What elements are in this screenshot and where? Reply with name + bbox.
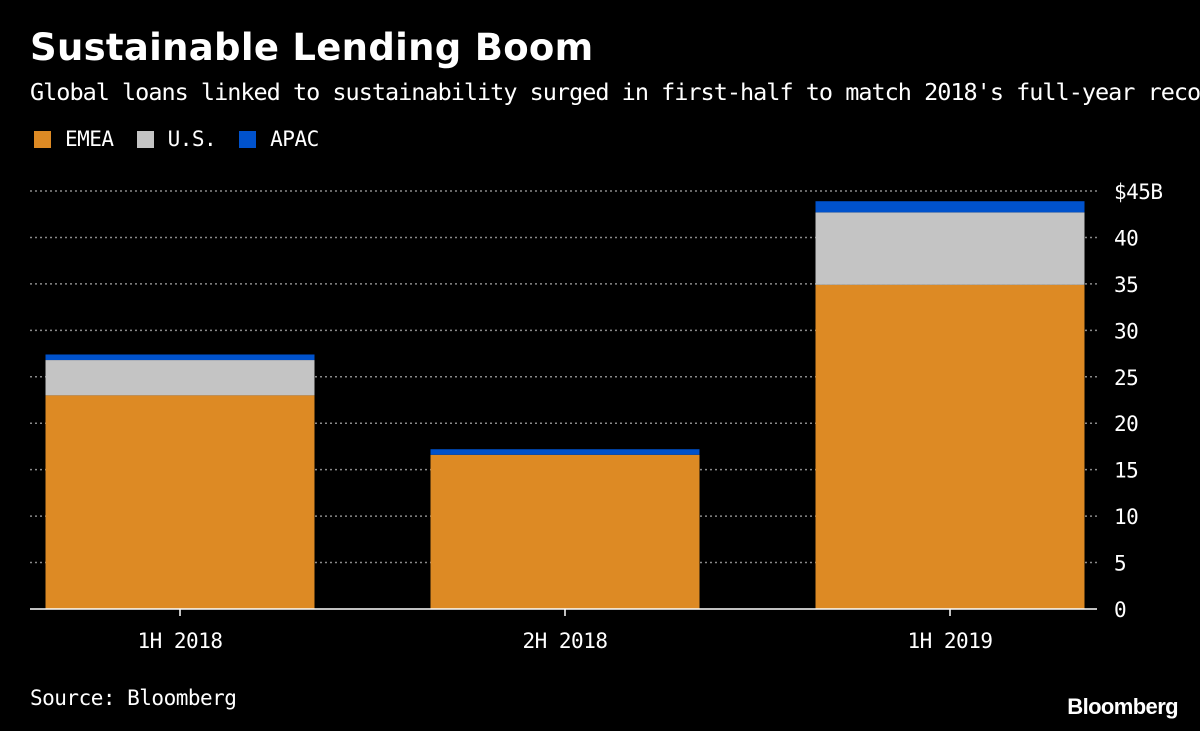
legend-label: EMEA <box>65 127 114 151</box>
legend-label: APAC <box>270 127 319 151</box>
y-tick-label: 10 <box>1114 505 1138 529</box>
bar-us-2 <box>815 212 1085 285</box>
chart-title: Sustainable Lending Boom <box>30 26 594 69</box>
legend-item-us: U.S. <box>136 127 217 151</box>
bar-us-0 <box>45 360 315 396</box>
x-tick-label: 2H 2018 <box>522 629 607 653</box>
legend-item-emea: EMEA <box>34 127 114 151</box>
legend: EMEA U.S. APAC <box>34 127 342 151</box>
y-tick-label: $45B <box>1114 180 1163 204</box>
x-tick-label: 1H 2018 <box>137 629 222 653</box>
y-tick-label: 30 <box>1114 319 1138 343</box>
bloomberg-logo: Bloomberg <box>1067 694 1178 719</box>
bar-apac-2 <box>815 201 1085 213</box>
y-tick-label: 40 <box>1114 226 1138 250</box>
y-tick-label: 5 <box>1114 552 1126 576</box>
chart-subtitle: Global loans linked to sustainability su… <box>30 78 1200 106</box>
y-tick-label: 0 <box>1114 598 1126 622</box>
legend-swatch <box>239 130 257 148</box>
y-tick-label: 25 <box>1114 366 1138 390</box>
y-tick-label: 15 <box>1114 459 1138 483</box>
bar-apac-0 <box>45 354 315 361</box>
bar-emea-2 <box>815 284 1085 609</box>
bar-apac-1 <box>430 449 700 455</box>
bar-emea-1 <box>430 454 700 609</box>
y-tick-label: 35 <box>1114 273 1138 297</box>
legend-item-apac: APAC <box>239 127 319 151</box>
legend-swatch <box>136 130 154 148</box>
y-tick-label: 20 <box>1114 412 1138 436</box>
x-tick-label: 1H 2019 <box>907 629 992 653</box>
source-note: Source: Bloomberg <box>30 686 237 710</box>
legend-swatch <box>34 130 51 148</box>
bar-emea-0 <box>45 395 315 609</box>
legend-label: U.S. <box>167 127 217 151</box>
